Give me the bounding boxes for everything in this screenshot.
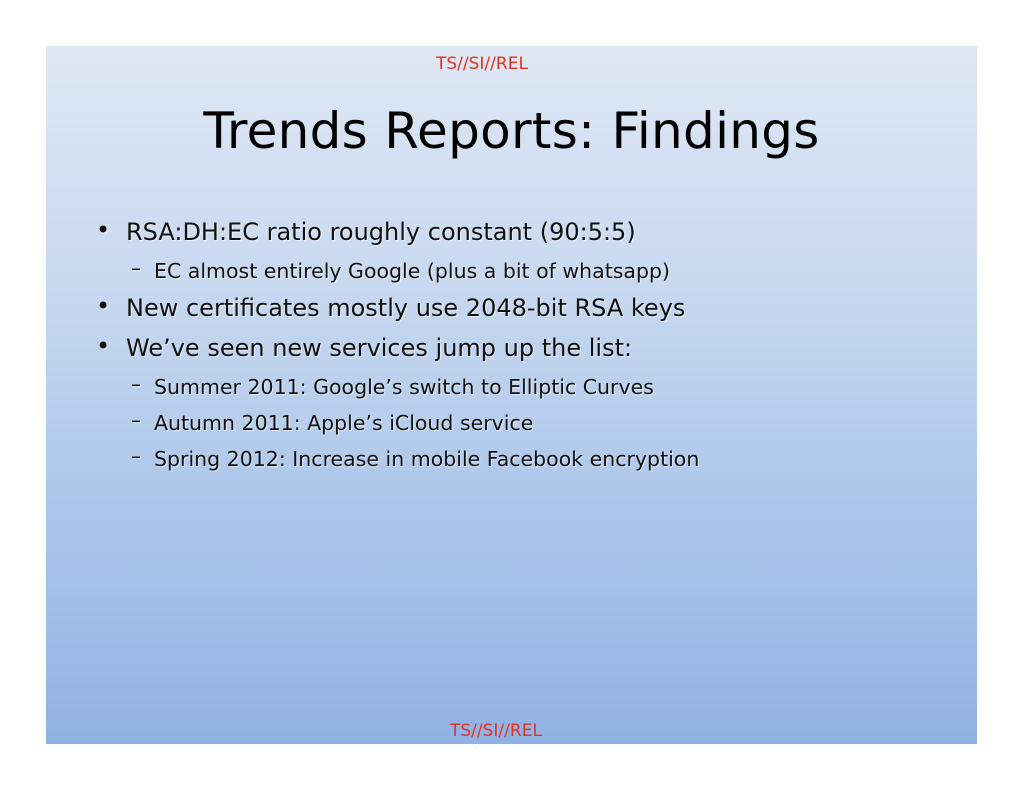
bullet-item: • RSA:DH:EC ratio roughly constant (90:5… [96,214,956,254]
sub-bullet-text: Summer 2011: Google’s switch to Elliptic… [154,375,654,399]
bullet-text: RSA:DH:EC ratio roughly constant (90:5:5… [126,218,636,246]
sub-bullet-text: Spring 2012: Increase in mobile Facebook… [154,447,700,471]
bullet-dot-icon: • [96,216,111,244]
sub-bullet-item: – EC almost entirely Google (plus a bit … [96,254,956,290]
slide: TS//SI//REL Trends Reports: Findings • R… [46,46,977,744]
bullet-list: • RSA:DH:EC ratio roughly constant (90:5… [96,214,956,478]
bullet-item: • We’ve seen new services jump up the li… [96,330,956,370]
bullet-text: We’ve seen new services jump up the list… [126,334,633,362]
sub-bullet-text: Autumn 2011: Apple’s iCloud service [154,411,534,435]
dash-icon: – [131,372,141,396]
dash-icon: – [131,444,141,468]
bullet-text: New certificates mostly use 2048-bit RSA… [126,294,686,322]
sub-bullet-text: EC almost entirely Google (plus a bit of… [154,259,671,283]
bullet-dot-icon: • [96,292,111,320]
sub-bullet-item: – Spring 2012: Increase in mobile Facebo… [96,442,956,478]
slide-title: Trends Reports: Findings [203,102,820,160]
bullet-item: • New certificates mostly use 2048-bit R… [96,290,956,330]
dash-icon: – [131,256,141,280]
bullet-dot-icon: • [96,332,111,360]
classification-marking-bottom: TS//SI//REL [450,721,542,741]
sub-bullet-item: – Autumn 2011: Apple’s iCloud service [96,406,956,442]
dash-icon: – [131,408,141,432]
sub-bullet-item: – Summer 2011: Google’s switch to Ellipt… [96,370,956,406]
classification-marking-top: TS//SI//REL [436,54,528,74]
